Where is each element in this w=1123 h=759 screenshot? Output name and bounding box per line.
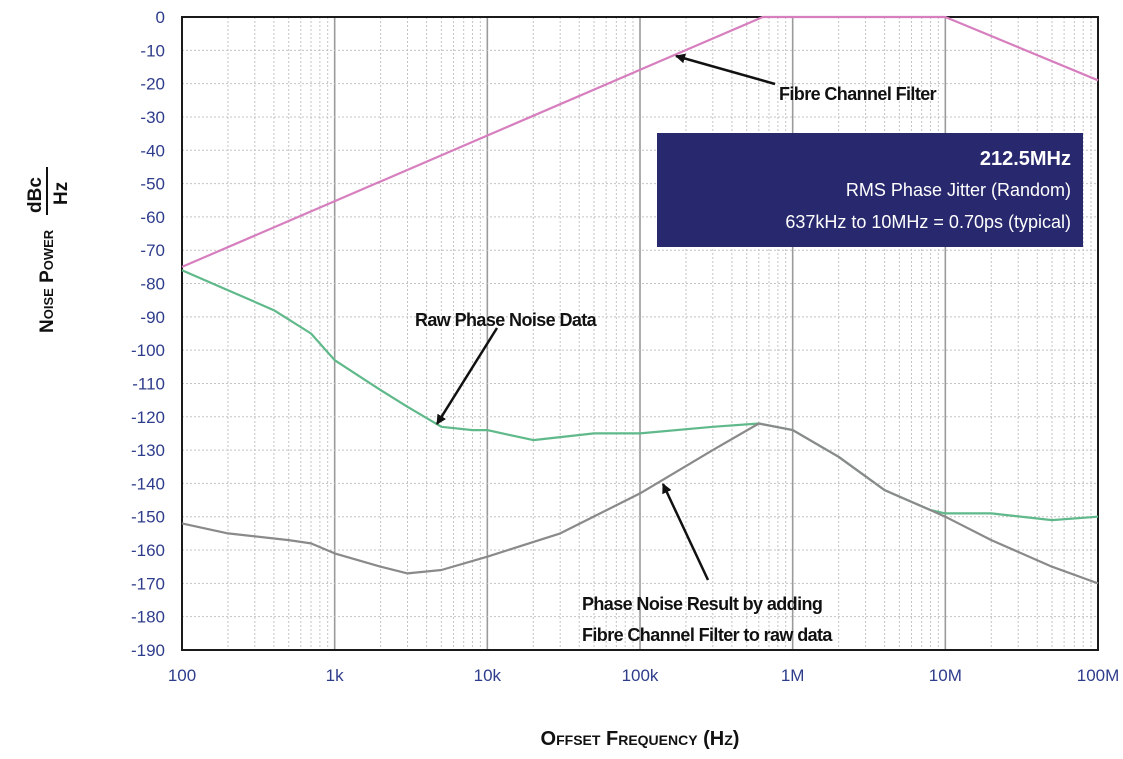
- grid: [182, 17, 1098, 650]
- y-tick-label: -50: [140, 175, 165, 194]
- y-tick-label: 0: [156, 8, 165, 27]
- result-label-line1: Phase Noise Result by adding: [582, 594, 822, 614]
- y-tick-label: -140: [131, 474, 165, 493]
- filter-label: Fibre Channel Filter: [779, 84, 937, 104]
- result-arrow: [661, 483, 710, 581]
- y-tick-label: -40: [140, 141, 165, 160]
- y-tick-label: -70: [140, 241, 165, 260]
- series-line-3: [181, 422, 1099, 585]
- result-label-line2: Fibre Channel Filter to raw data: [582, 625, 833, 645]
- info-box-line1: RMS Phase Jitter (Random): [846, 180, 1071, 200]
- y-tick-label: -80: [140, 275, 165, 294]
- y-tick-label: -30: [140, 108, 165, 127]
- x-tick-label: 1k: [326, 666, 344, 685]
- x-tick-label: 100M: [1077, 666, 1120, 685]
- raw-data-label: Raw Phase Noise Data: [415, 310, 598, 330]
- y-tick-label: -20: [140, 75, 165, 94]
- x-tick-label: 100k: [622, 666, 659, 685]
- x-axis-ticks: 100 1k 10k 100k 1M 10M 100M: [168, 666, 1119, 685]
- x-tick-label: 10k: [474, 666, 502, 685]
- y-axis-units-numerator: dBc: [25, 177, 46, 213]
- y-tick-label: -150: [131, 508, 165, 527]
- series-line-1: [181, 15, 1099, 268]
- y-axis-units-denominator: Hz: [51, 182, 72, 205]
- info-box-line2: 637kHz to 10MHz = 0.70ps (typical): [785, 212, 1071, 232]
- y-tick-label: -10: [140, 41, 165, 60]
- info-box-background: [657, 133, 1083, 247]
- y-axis-title-text: Noise Power: [37, 229, 58, 333]
- y-tick-label: -180: [131, 608, 165, 627]
- y-tick-label: -160: [131, 541, 165, 560]
- y-tick-label: -130: [131, 441, 165, 460]
- info-box: 212.5MHz RMS Phase Jitter (Random) 637kH…: [657, 133, 1083, 247]
- x-tick-label: 10M: [929, 666, 962, 685]
- filter-arrow: [675, 53, 776, 86]
- y-tick-label: -100: [131, 341, 165, 360]
- y-tick-label: -110: [132, 374, 165, 393]
- plot-frame: [181, 16, 1099, 651]
- series-lines: [181, 15, 1099, 585]
- y-axis-ticks: 0 -10 -20 -30 -40 -50 -60 -70 -80 -90 -100 -110 -120…: [131, 8, 165, 660]
- y-tick-label: -170: [131, 574, 165, 593]
- y-tick-label: -190: [131, 641, 165, 660]
- x-tick-label: 1M: [781, 666, 805, 685]
- raw-data-arrow: [435, 327, 499, 425]
- x-tick-label: 100: [168, 666, 196, 685]
- y-axis-title: Noise Power dBc Hz: [25, 167, 72, 333]
- y-tick-label: -60: [140, 208, 165, 227]
- y-tick-label: -120: [131, 408, 165, 427]
- x-axis-title: Offset Frequency (Hz): [541, 728, 740, 750]
- y-tick-label: -90: [140, 308, 165, 327]
- info-box-title: 212.5MHz: [980, 148, 1071, 170]
